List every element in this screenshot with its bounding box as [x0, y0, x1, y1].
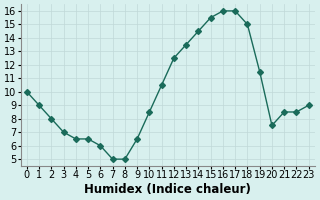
X-axis label: Humidex (Indice chaleur): Humidex (Indice chaleur) — [84, 183, 251, 196]
